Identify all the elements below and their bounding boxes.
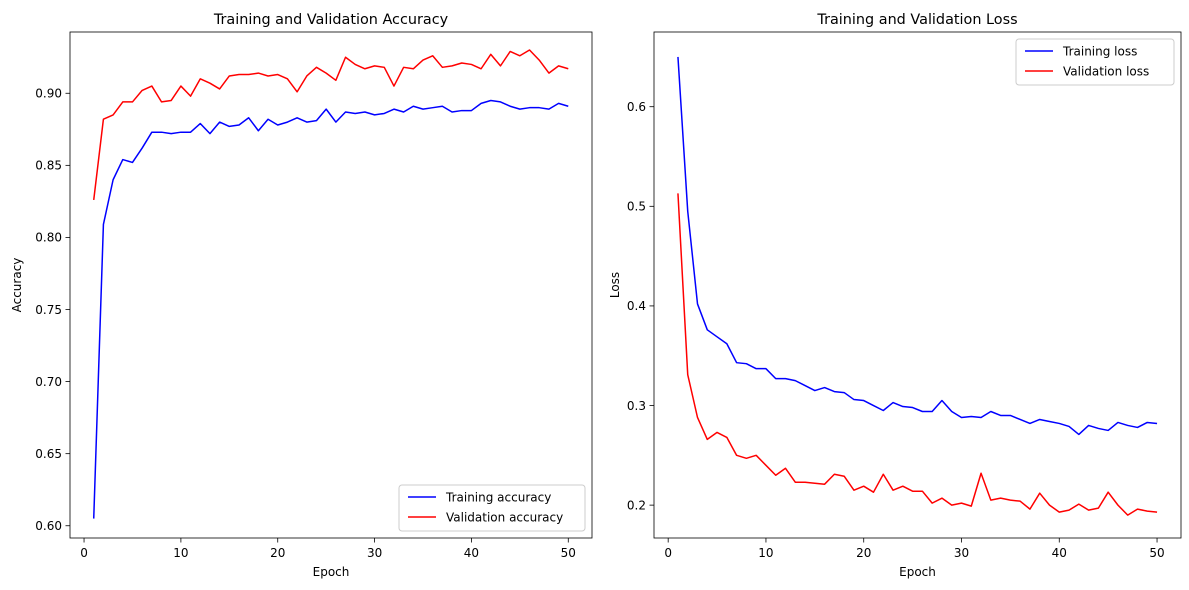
accuracy-y-tick-label: 0.65 [35,447,62,461]
accuracy-x-tick-label: 10 [173,546,188,560]
accuracy-legend: Training accuracy Validation accuracy [398,484,586,532]
accuracy-axes-frame [69,31,593,539]
accuracy-legend-validation-label: Validation accuracy [446,510,563,524]
accuracy-y-tick-label: 0.80 [35,231,62,245]
accuracy-chart: 0 10 20 30 40 50 0.60 0.65 0.70 0.75 0.80 0.85 0.90 T… [10,12,593,579]
loss-x-tick-label: 50 [1149,546,1164,560]
loss-legend: Training loss Validation loss [1015,38,1175,86]
loss-x-tick-label: 0 [664,546,672,560]
accuracy-x-tick-label: 0 [80,546,88,560]
accuracy-legend-box [398,484,586,532]
loss-y-tick-label: 0.4 [627,299,646,313]
accuracy-series-training-line [92,99,569,519]
accuracy-y-tick-label: 0.85 [35,159,62,173]
loss-legend-validation-label: Validation loss [1063,64,1149,78]
loss-axes-frame [653,31,1182,539]
accuracy-series-validation-line [92,49,569,201]
loss-y-tick-label: 0.6 [627,100,646,114]
loss-y-tick-label: 0.5 [627,200,646,214]
loss-x-tick-label: 30 [954,546,969,560]
accuracy-y-tick-label: 0.90 [35,87,62,101]
accuracy-y-axis-label: Accuracy [10,258,24,313]
loss-series-validation-line [677,193,1158,516]
loss-chart-title: Training and Validation Loss [816,12,1017,28]
loss-x-axis-label: Epoch [899,565,936,579]
loss-chart: 0 10 20 30 40 50 0.2 0.3 0.4 0.5 0.6 Training and V… [608,12,1182,579]
loss-series-training-line [677,56,1158,436]
accuracy-x-tick-label: 30 [367,546,382,560]
loss-legend-box [1015,38,1175,86]
accuracy-x-tick-label: 50 [561,546,576,560]
loss-x-tick-label: 40 [1052,546,1067,560]
loss-x-tick-label: 10 [758,546,773,560]
accuracy-x-tick-label: 40 [464,546,479,560]
accuracy-x-tick-label: 20 [270,546,285,560]
accuracy-chart-title: Training and Validation Accuracy [213,12,449,28]
accuracy-y-tick-label: 0.60 [35,519,62,533]
loss-y-tick-label: 0.3 [627,399,646,413]
accuracy-x-axis-label: Epoch [313,565,350,579]
loss-legend-training-label: Training loss [1062,44,1137,58]
loss-y-axis-label: Loss [608,272,622,298]
loss-y-tick-label: 0.2 [627,498,646,512]
accuracy-y-tick-label: 0.75 [35,303,62,317]
accuracy-y-tick-label: 0.70 [35,375,62,389]
loss-x-tick-label: 20 [856,546,871,560]
accuracy-legend-training-label: Training accuracy [445,490,551,504]
